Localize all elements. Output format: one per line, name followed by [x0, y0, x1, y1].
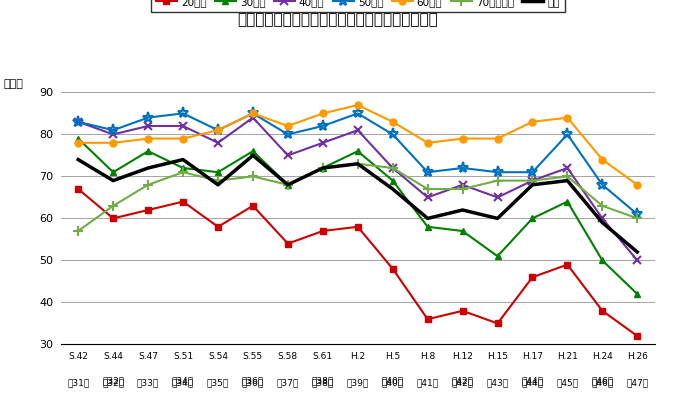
- Text: 第36回: 第36回: [242, 376, 264, 385]
- Text: 第36回: 第36回: [242, 378, 264, 387]
- Text: 第38回: 第38回: [312, 378, 334, 387]
- Text: 第35回: 第35回: [207, 378, 229, 387]
- Text: 第41回: 第41回: [416, 378, 439, 387]
- Text: 第31回: 第31回: [67, 378, 89, 387]
- Text: （％）: （％）: [3, 79, 23, 89]
- Text: 第47回: 第47回: [626, 378, 649, 387]
- Text: 第46回: 第46回: [591, 376, 614, 385]
- Text: 第37回: 第37回: [277, 378, 299, 387]
- Text: 第40回: 第40回: [381, 378, 404, 387]
- Text: 第42回: 第42回: [452, 376, 474, 385]
- Text: 第34回: 第34回: [172, 376, 194, 385]
- Text: 第42回: 第42回: [452, 378, 474, 387]
- Text: 第44回: 第44回: [522, 378, 543, 387]
- Text: 第45回: 第45回: [556, 378, 578, 387]
- Text: 第44回: 第44回: [522, 376, 543, 385]
- Legend: 20歳代, 30歳代, 40歳代, 50歳代, 60歳代, 70歳代以上, 全体: 20歳代, 30歳代, 40歳代, 50歳代, 60歳代, 70歳代以上, 全体: [151, 0, 565, 12]
- Text: 第43回: 第43回: [487, 378, 508, 387]
- Text: 図表１　衆議院選挙における年代別投票率の推移: 図表１ 衆議院選挙における年代別投票率の推移: [237, 13, 438, 28]
- Text: 第33回: 第33回: [137, 378, 159, 387]
- Text: 第32回: 第32回: [102, 376, 124, 385]
- Text: 第39回: 第39回: [347, 378, 369, 387]
- Text: 第32回: 第32回: [102, 378, 124, 387]
- Text: 第34回: 第34回: [172, 378, 194, 387]
- Text: 第40回: 第40回: [381, 376, 404, 385]
- Text: 第38回: 第38回: [312, 376, 334, 385]
- Text: 第46回: 第46回: [591, 378, 614, 387]
